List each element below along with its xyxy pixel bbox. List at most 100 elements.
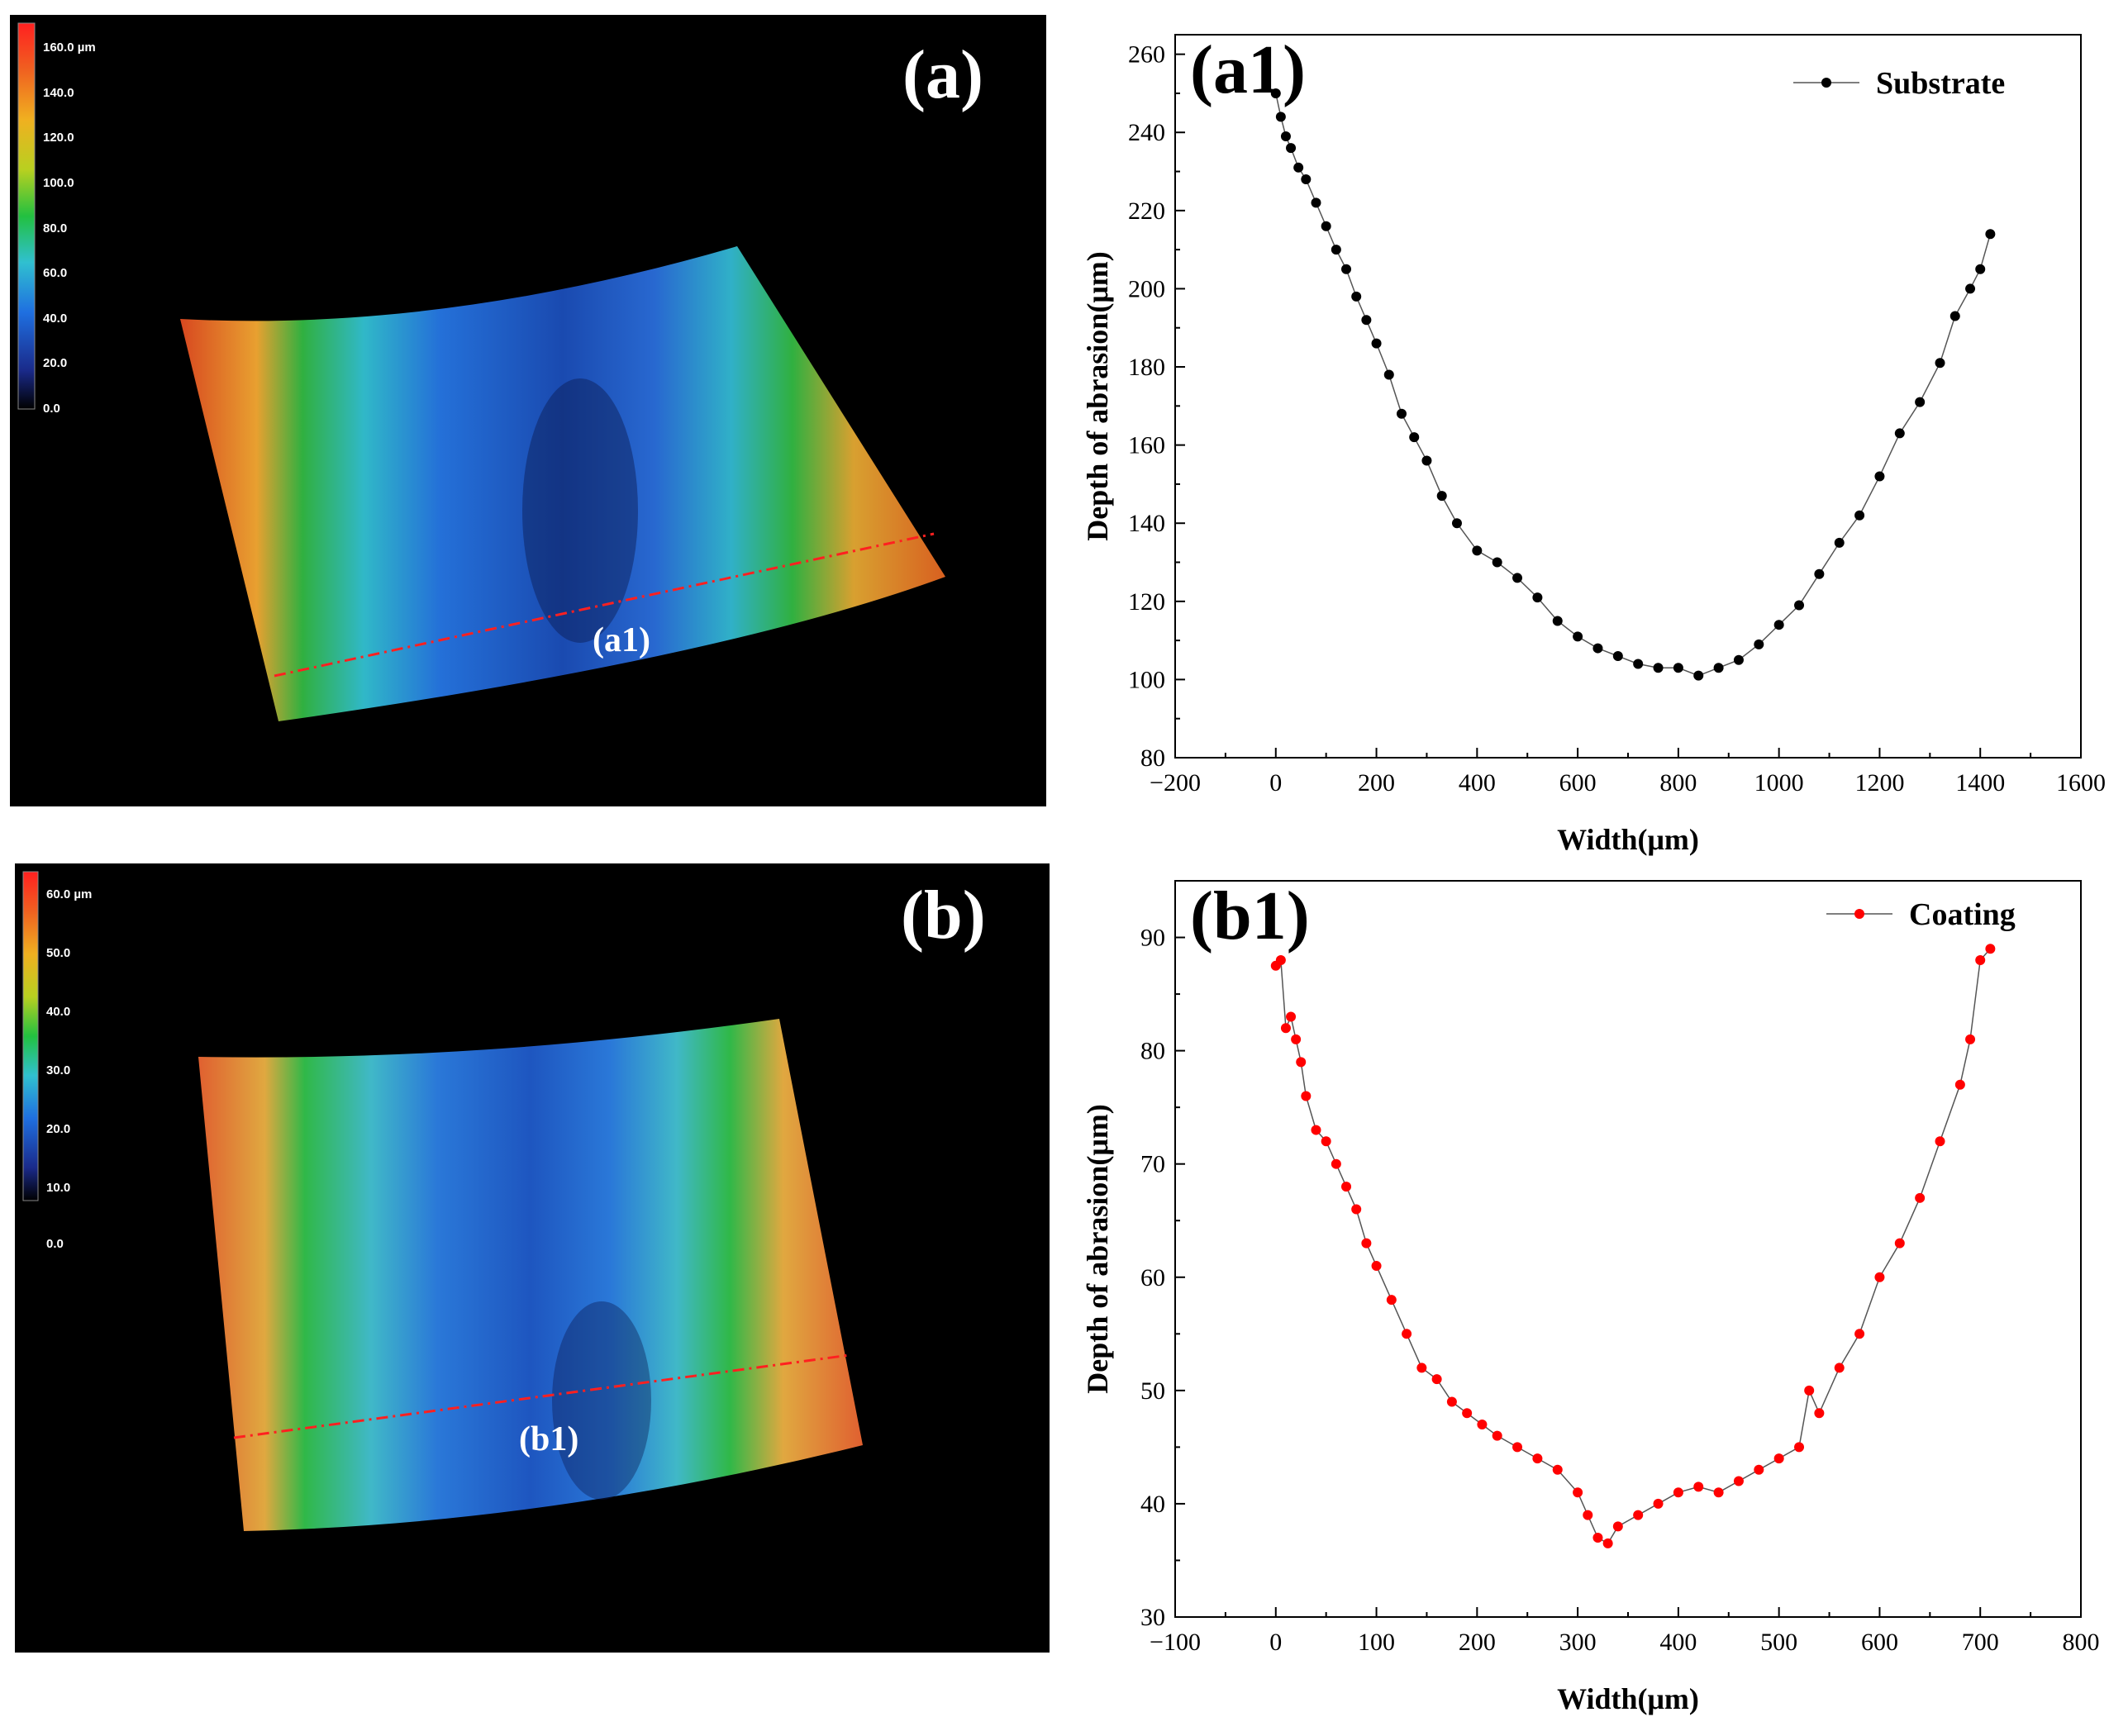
wear-scar-dark-b: [552, 1301, 651, 1500]
legend-marker: [1821, 78, 1831, 88]
data-point: [1713, 1487, 1724, 1498]
data-point: [1975, 954, 1986, 965]
data-point: [1733, 1476, 1744, 1486]
data-point: [1915, 1192, 1926, 1203]
data-point: [1532, 592, 1543, 603]
data-point: [1633, 1510, 1644, 1520]
y-tick-label: 80: [1140, 1038, 1165, 1065]
x-axis-title: Width(μm): [1557, 1682, 1699, 1715]
data-point: [1874, 1272, 1885, 1282]
surface-3d-panel-b: 60.0 µm 50.0 40.0 30.0 20.0 10.0 0.0 (b1…: [15, 863, 1050, 1653]
chart-b1-svg: −100 0 100 200 300 400 500 600 700 800 30 40 50 60 70 8…: [1081, 878, 2100, 1715]
data-point: [1301, 174, 1312, 184]
x-tick-label: 300: [1559, 1629, 1597, 1656]
colorbar-label: 40.0: [46, 1005, 70, 1019]
colorbar-label: 40.0: [43, 312, 67, 326]
x-tick-label: 1000: [1754, 769, 1804, 797]
data-point: [1773, 1453, 1784, 1464]
data-point: [1492, 557, 1502, 568]
y-axis-title: Depth of abrasion(μm): [1081, 1104, 1114, 1393]
data-point: [1733, 654, 1744, 665]
colorbar-label: 80.0: [43, 221, 67, 235]
data-point: [1949, 311, 1960, 321]
x-tick-label: 200: [1459, 1629, 1496, 1656]
x-tick-label: 800: [2063, 1629, 2100, 1656]
data-point: [1331, 1158, 1341, 1169]
data-point: [1462, 1408, 1473, 1419]
data-point: [1431, 1374, 1442, 1385]
data-point: [1713, 663, 1724, 673]
chart-panel-tag: (a1): [1190, 31, 1306, 108]
colorbar-b: [22, 871, 39, 1201]
data-point: [1653, 663, 1664, 673]
x-tick-label: 600: [1861, 1629, 1898, 1656]
profile-line-tag: (a1): [593, 621, 650, 659]
data-point: [1472, 545, 1483, 556]
data-point: [1814, 1408, 1825, 1419]
chart-a1: −200 0 200 400 600 800 1000 1200 1400 1600 80 100 12…: [1058, 0, 2128, 868]
data-point: [1573, 631, 1583, 642]
data-point: [1275, 112, 1286, 122]
plot-frame: [1174, 880, 2082, 1618]
data-point: [1321, 221, 1331, 231]
legend-marker: [1854, 909, 1864, 919]
data-point: [1311, 1125, 1321, 1135]
worn-surface-a: [180, 246, 945, 721]
x-tick-label: 1600: [2056, 769, 2106, 797]
x-tick-label: 800: [1659, 769, 1697, 797]
data-point: [1854, 510, 1865, 521]
chart-panel-tag: (b1): [1190, 878, 1310, 954]
data-point: [1361, 315, 1372, 326]
x-tick-label: 1400: [1955, 769, 2005, 797]
data-point: [1409, 432, 1420, 443]
data-point: [1804, 1385, 1815, 1396]
data-point: [1311, 197, 1321, 208]
data-point: [1834, 1363, 1845, 1373]
colorbar-label: 60.0 µm: [46, 887, 92, 901]
colorbar-a: [17, 22, 36, 410]
y-tick-label: 260: [1128, 41, 1165, 69]
colorbar-label: 140.0: [43, 86, 74, 100]
data-point: [1280, 1023, 1291, 1034]
y-tick-label: 140: [1128, 510, 1165, 537]
data-point: [1592, 1533, 1603, 1543]
data-point: [1416, 1363, 1427, 1373]
data-point: [1975, 264, 1986, 274]
colorbar-label: 160.0 µm: [43, 40, 96, 55]
data-point: [1693, 670, 1704, 681]
colorbar-label: 10.0: [46, 1181, 70, 1195]
data-point: [1894, 428, 1905, 439]
colorbar-label: 20.0: [43, 356, 67, 370]
data-point: [1985, 944, 1996, 954]
data-point: [1612, 1521, 1623, 1532]
legend-label: Coating: [1909, 897, 2016, 932]
data-point: [1492, 1430, 1502, 1441]
surface-3d-image-a: 160.0 µm 140.0 120.0 100.0 80.0 60.0 40.…: [17, 22, 983, 721]
data-point: [1293, 162, 1304, 173]
data-point: [1532, 1453, 1543, 1464]
colorbar-label: 30.0: [46, 1063, 70, 1077]
data-point: [1341, 264, 1352, 274]
colorbar-label: 0.0: [46, 1237, 64, 1251]
data-point: [1754, 639, 1764, 649]
data-point: [1275, 954, 1286, 965]
data-point: [1935, 358, 1945, 369]
x-tick-label: −200: [1150, 769, 1201, 797]
y-axis-title: Depth of abrasion(μm): [1081, 251, 1114, 540]
data-point: [1794, 600, 1805, 611]
profile-line-a1: [274, 532, 935, 678]
data-point: [1301, 1091, 1312, 1101]
data-point: [1965, 1034, 1976, 1044]
data-point: [1383, 369, 1394, 380]
panel-tag-b: (b): [901, 877, 986, 954]
data-point: [1280, 131, 1291, 141]
y-tick-label: 40: [1140, 1491, 1165, 1518]
worn-surface-b: [198, 1019, 863, 1531]
data-point: [1773, 620, 1784, 630]
data-point: [1371, 338, 1382, 349]
y-tick-label: 70: [1140, 1151, 1165, 1178]
data-point: [1874, 471, 1885, 482]
data-point: [1754, 1464, 1764, 1475]
y-tick-label: 240: [1128, 119, 1165, 146]
colorbar-label: 100.0: [43, 176, 74, 190]
